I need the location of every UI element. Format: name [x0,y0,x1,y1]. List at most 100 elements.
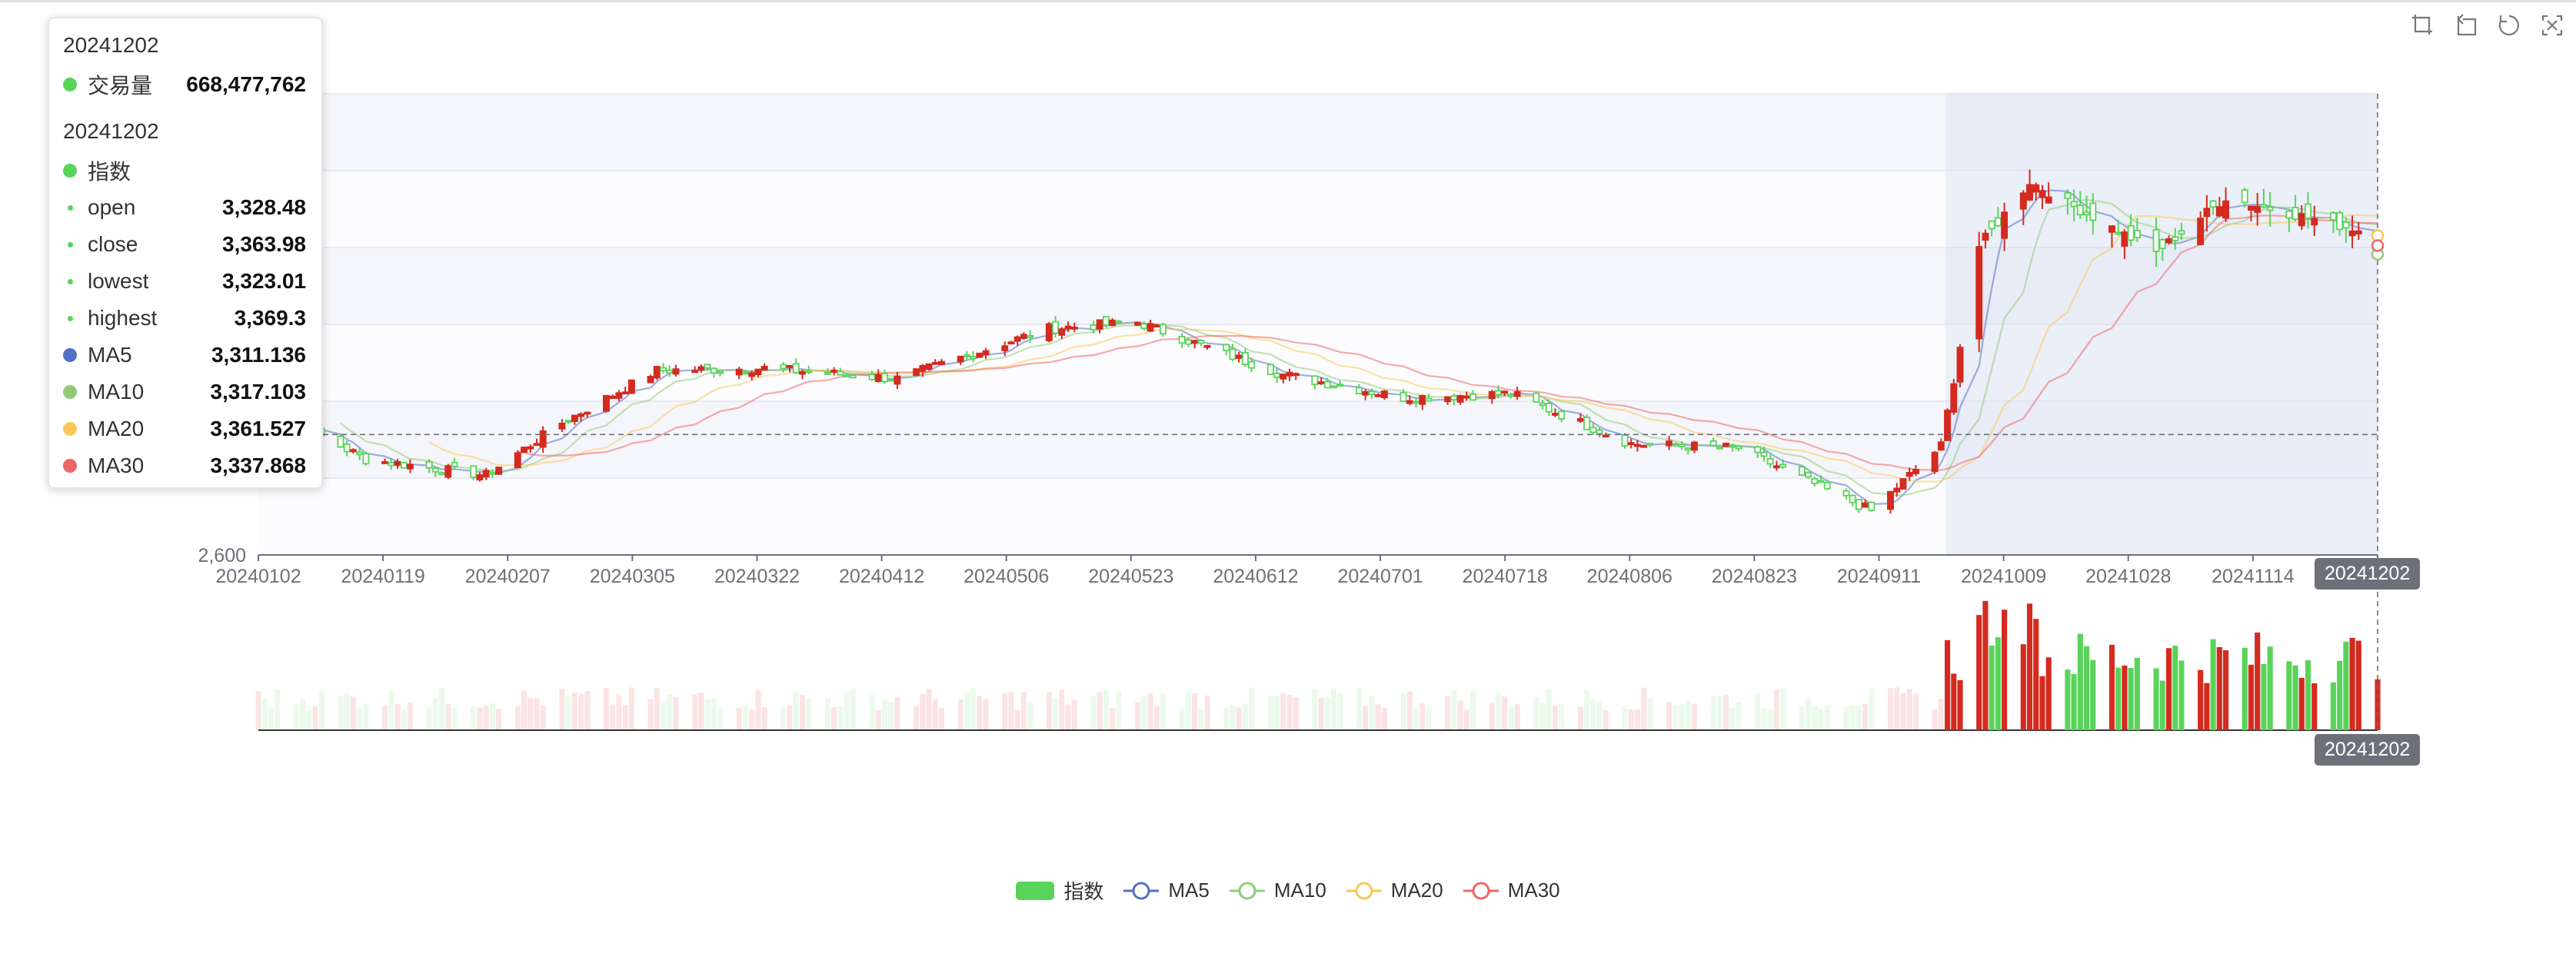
volume-bar [1672,705,1679,730]
volume-bar [483,706,489,730]
candle [1994,207,2002,228]
volume-bar [2337,660,2343,730]
volume-bar [2216,646,2222,730]
volume-bar [1046,692,1052,730]
volume-bar [1855,706,1862,730]
legend-item-ma5[interactable]: MA5 [1123,876,1210,905]
candle [2001,202,2009,251]
x-axis: 20240102 20240119 20240207 20240305 20240322… [198,545,2378,587]
candle [2285,210,2293,233]
volume-bar [1331,688,1337,730]
candle [2158,238,2166,261]
candle [1223,343,1230,355]
restore-icon[interactable] [2496,12,2522,38]
legend-item-index[interactable]: 指数 [1016,876,1103,905]
candle [1330,385,1338,389]
tooltip-ma10-row: MA10 3,317.103 [63,374,306,410]
candle [849,374,857,379]
volume-bar [977,696,983,730]
tooltip-ma10-value: 3,317.103 [210,380,306,404]
volume-bars [255,600,2381,731]
ma20-dot-icon [63,422,77,436]
tooltip-ma30-value: 3,337.868 [210,453,306,477]
candle [1184,337,1192,347]
candle [938,358,945,365]
candle [425,459,433,473]
volume-bar [1628,709,1634,730]
legend-item-ma10[interactable]: MA10 [1229,876,1326,905]
candle [2070,189,2078,222]
volume-bar [2255,632,2261,730]
legend-item-ma30[interactable]: MA30 [1463,876,1560,905]
candle [1045,322,1053,343]
candle [1931,450,1939,474]
volume-bar [1912,694,1919,730]
volume-bar [2343,641,2349,730]
volume-bar [1982,600,1989,730]
zoom-select-icon[interactable] [2410,12,2436,38]
volume-bar [445,703,451,730]
candle [2045,182,2052,204]
volume-bar [1849,706,1855,730]
candle [792,358,800,374]
volume-bar [268,706,275,730]
candle [1779,459,1787,470]
candle [894,371,901,390]
candle [2355,221,2362,241]
volume-bar [1369,695,1375,730]
candle [2241,187,2248,208]
volume-bar [1843,706,1849,730]
legend-item-ma20[interactable]: MA20 [1346,876,1443,905]
volume-bar [1223,707,1230,730]
candle [1362,389,1370,400]
volume-bar [1761,708,1767,730]
candle [957,355,964,365]
volume-bar [1729,707,1736,730]
candle [2305,192,2311,229]
volume-bar [363,703,369,730]
candle [2178,223,2185,241]
candle [1716,444,1723,450]
volume-bar [2115,667,2122,730]
candle [874,369,882,383]
zoom-reset-icon[interactable] [2453,12,2479,38]
candle [1280,374,1287,384]
candle [1070,322,1078,333]
candle [1266,364,1274,375]
candle [609,394,617,399]
volume-bar [1723,695,1729,730]
candle [1292,372,1300,380]
volume-bar [717,708,724,730]
save-image-icon[interactable] [2539,12,2565,38]
volume-bar [1406,691,1413,730]
candle [2121,229,2128,259]
volume-bar [439,687,445,730]
volume-bar [1824,705,1830,730]
candle [2165,235,2172,245]
candle [1501,390,1509,397]
candle [1950,378,1958,415]
x-tick-label: 20240823 [1712,566,1797,587]
volume-bar [2210,639,2216,730]
candle [1336,380,1344,387]
volume-bar [565,696,571,730]
volume-bar [1192,693,1198,730]
volume-bar [1053,697,1059,730]
volume-bar [261,698,268,730]
volume-bar [667,693,673,730]
tooltip-date-volume: 20241202 [63,33,159,57]
tooltip-highest-value: 3,369.3 [234,306,306,330]
candle [1406,395,1413,406]
candle [337,434,344,448]
candle [1096,319,1103,334]
volume-bar [401,709,407,730]
volume-bar [1906,689,1912,730]
volume-bar [914,706,920,730]
volume-bar [477,707,483,730]
candle [2115,219,2122,236]
volume-bar [528,698,534,730]
volume-bar [698,693,704,730]
zoom-window-band[interactable] [1945,94,2378,555]
candle [1368,388,1376,399]
